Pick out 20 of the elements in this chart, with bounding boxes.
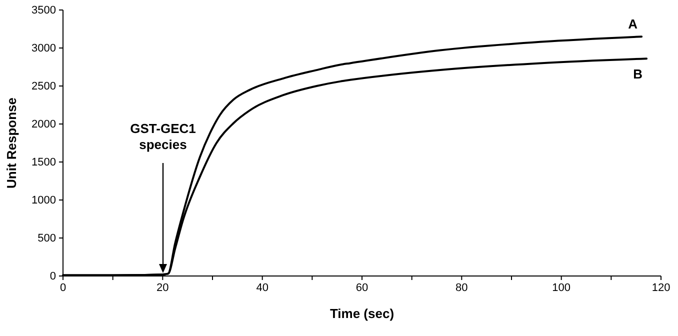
x-tick-label: 0 [60,282,66,294]
x-tick-label: 100 [552,282,571,294]
y-tick-label: 500 [38,232,56,245]
y-tick-label: 3500 [32,4,56,17]
y-tick-label: 0 [50,270,56,283]
y-tick-label: 1500 [32,156,56,169]
series-label: A [628,16,638,32]
x-tick-label: 60 [356,282,368,294]
x-tick-label: 80 [456,282,468,294]
y-tick-label: 1000 [32,194,56,207]
annotation: GST-GEC1 species [130,121,196,152]
series-label: B [633,66,643,82]
x-axis-title: Time (sec) [330,306,394,321]
x-tick-label: 120 [652,282,670,294]
y-tick-label: 3000 [32,42,56,55]
y-tick-label: 2500 [32,80,56,93]
x-tick-label: 20 [156,282,169,294]
y-tick-label: 2000 [32,118,56,131]
y-axis-title: Unit Response [4,97,19,189]
x-tick-label: 40 [256,282,268,294]
